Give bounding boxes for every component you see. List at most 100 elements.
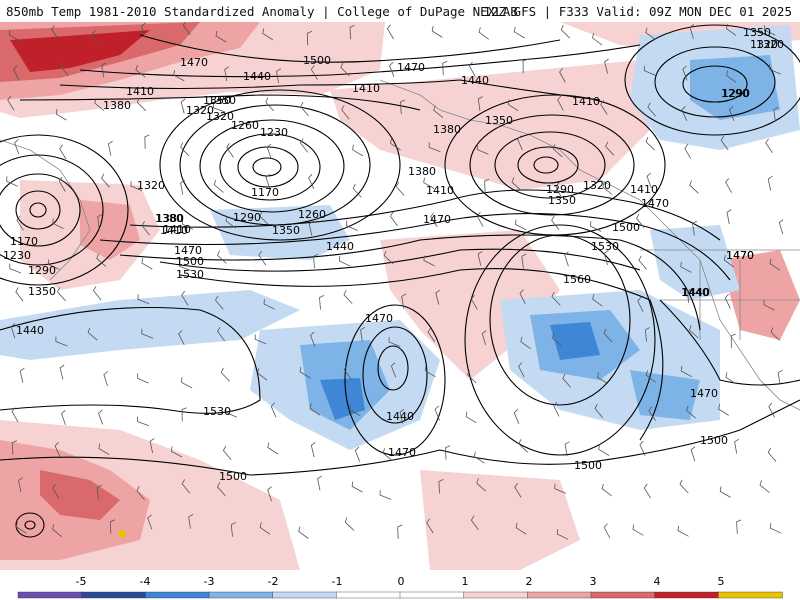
wind-barb: [180, 377, 193, 389]
wind-barb: [521, 253, 527, 269]
wind-barb: [310, 331, 316, 347]
wind-barb: [719, 486, 731, 498]
wind-barb: [10, 323, 16, 339]
wind-barb: [777, 369, 783, 385]
wind-barb: [519, 289, 526, 305]
wind-barb: [137, 373, 149, 384]
wind-barb: [220, 367, 230, 382]
wind-barb: [308, 220, 314, 236]
colorbar-tick-label: 4: [654, 575, 661, 588]
wind-barb: [603, 523, 611, 539]
wind-barb: [135, 64, 146, 78]
wind-barb: [352, 144, 364, 157]
wind-barb: [61, 409, 66, 426]
wind-barb: [426, 518, 434, 534]
wind-barb: [360, 326, 366, 342]
warm-region-southeast: [420, 470, 580, 570]
contour-label: 1320: [137, 179, 165, 192]
wind-barb: [592, 294, 603, 307]
contour-label: 1500: [176, 255, 204, 268]
wind-barb: [603, 250, 609, 266]
wind-barb: [170, 446, 183, 458]
wind-barb: [101, 173, 110, 188]
wind-barb: [136, 486, 145, 501]
wind-barb: [308, 174, 315, 189]
wind-barb: [354, 446, 361, 462]
wind-barb: [592, 32, 603, 46]
wind-barb: [382, 448, 393, 462]
contour-label: 1410: [572, 95, 600, 108]
wind-barb: [59, 364, 65, 380]
wind-barb: [724, 293, 731, 309]
contour-label: 1470: [726, 249, 754, 262]
wind-barb: [513, 26, 525, 39]
wind-barb: [597, 372, 609, 384]
contour-label: 1470: [174, 244, 202, 257]
wind-barb: [52, 218, 64, 229]
wind-barb: [13, 65, 20, 81]
wind-barb: [559, 67, 566, 83]
contour-1470-mid: [119, 234, 701, 331]
contour-1440-north: [59, 79, 601, 101]
wind-barb: [465, 411, 477, 424]
wind-barb: [390, 138, 401, 151]
wind-barb: [692, 220, 698, 236]
wind-barb: [19, 367, 25, 383]
wind-barb: [646, 172, 652, 188]
contour-label: 1350: [548, 194, 576, 207]
wind-barb: [769, 258, 781, 271]
colorbar-segment: [463, 591, 529, 599]
wind-barb: [679, 479, 689, 494]
wind-barb: [438, 479, 444, 494]
colorbar-tick-label: 3: [590, 575, 597, 588]
contour-label: 1170: [251, 186, 279, 199]
contour-label: 1320: [750, 38, 778, 51]
wind-barb: [352, 183, 362, 198]
wind-barb: [383, 250, 394, 265]
colorbar-segment: [527, 591, 592, 599]
contour-1440-mid: [99, 213, 731, 281]
wind-barb: [445, 445, 451, 460]
wind-barb: [594, 403, 604, 418]
wind-barb: [477, 96, 483, 111]
wind-barb: [467, 370, 477, 384]
contour-low-siberia-outer: [0, 134, 129, 286]
contour-small-low-southwest: [15, 512, 45, 538]
wind-barb: [87, 327, 98, 341]
contour-low-siberia-5: [29, 202, 47, 218]
wind-barb: [259, 522, 271, 535]
wind-barb: [765, 138, 773, 154]
contour-small-low-southwest-inner: [24, 520, 36, 530]
wind-barb: [637, 297, 644, 312]
wind-barb: [224, 66, 230, 82]
wind-barb: [517, 135, 523, 151]
wind-barb: [478, 27, 490, 40]
contour-low-gulf-4: [517, 146, 579, 184]
anomaly-colorbar: -5 -4 -3 -2 -1 0 1 2 3 4 5: [17, 575, 783, 599]
wind-barb: [299, 138, 309, 153]
wind-barb: [557, 95, 564, 111]
wind-barb: [725, 178, 733, 193]
wind-barb: [343, 365, 352, 380]
wind-barb: [11, 407, 19, 423]
colorbar-segment: [399, 591, 465, 599]
wind-barb: [254, 334, 267, 345]
contour-low-gulf-3: [494, 131, 606, 199]
wind-barb: [137, 294, 150, 305]
contour-label: 1290: [546, 183, 574, 196]
wind-barb: [266, 143, 272, 159]
wind-barb: [47, 259, 60, 270]
wind-barb: [513, 409, 520, 424]
wind-barb: [389, 211, 398, 227]
wind-barb: [11, 440, 17, 455]
wind-barb: [551, 291, 561, 306]
wind-barb: [267, 486, 272, 502]
contour-1470-east: [659, 299, 800, 386]
wind-barb: [647, 102, 657, 117]
wind-barb: [768, 402, 775, 418]
contour-1500-south: [0, 399, 800, 476]
contour-label: 1380: [103, 99, 131, 112]
wind-barb: [518, 362, 525, 378]
strong-warm-region-left: [80, 200, 140, 260]
wind-barb: [215, 295, 224, 310]
